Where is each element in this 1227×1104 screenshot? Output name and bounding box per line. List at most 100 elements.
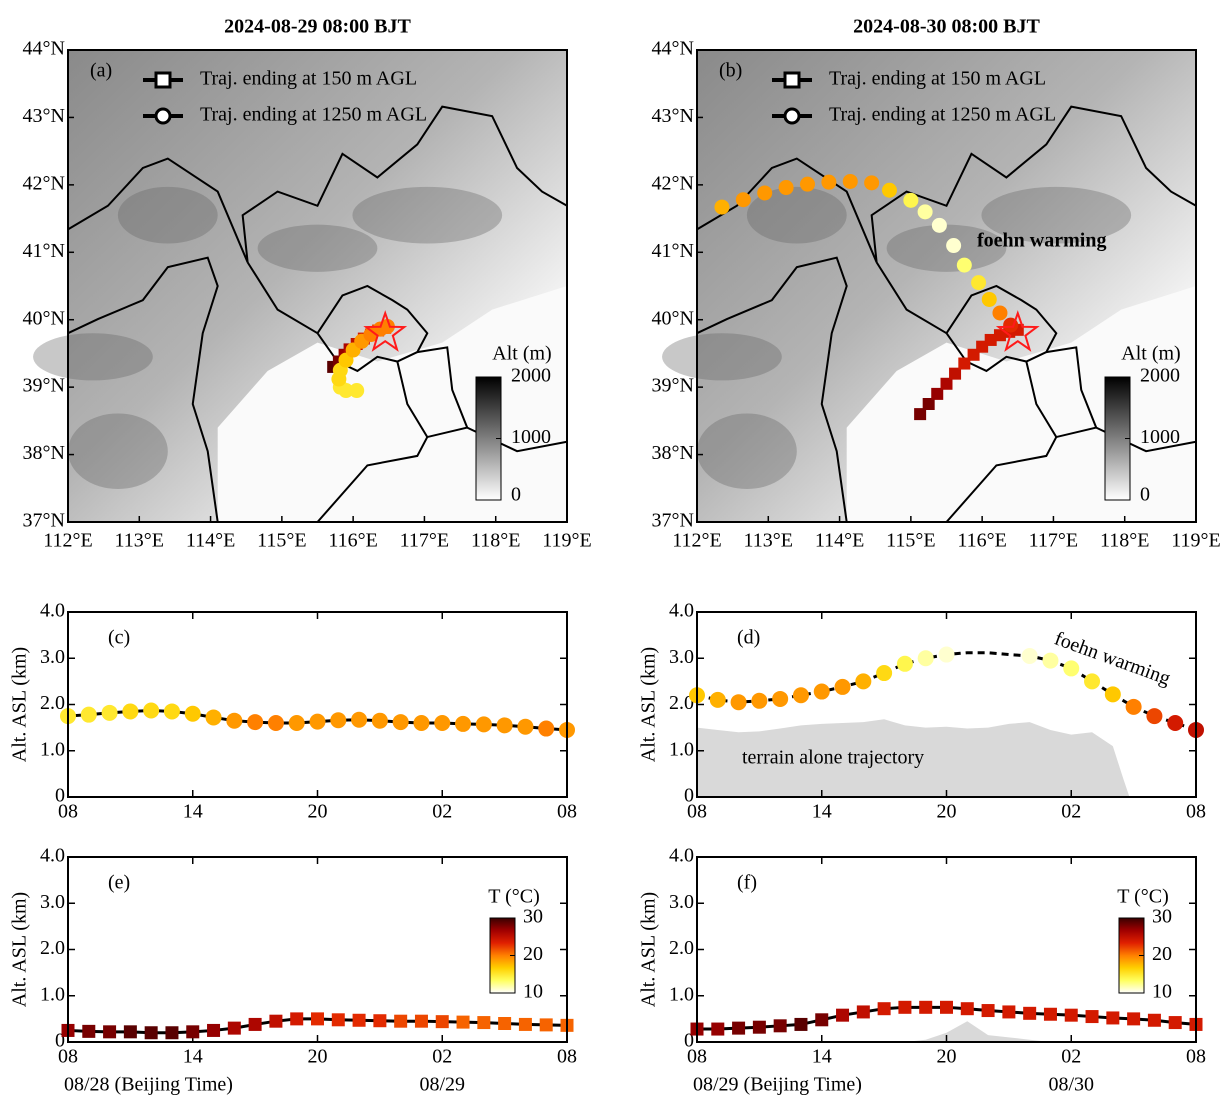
x-tick-label: 112°E xyxy=(43,530,92,552)
x-tick-label: 116°E xyxy=(328,530,377,552)
series-point xyxy=(373,1014,386,1027)
colorbar-title: T (°C) xyxy=(1117,886,1169,908)
trajectory-point xyxy=(714,200,729,215)
series-point xyxy=(794,1018,807,1031)
series-point xyxy=(876,665,892,681)
series-point xyxy=(1042,653,1058,669)
series-point xyxy=(897,656,913,672)
series-point xyxy=(939,647,955,663)
x-tick-label: 119°E xyxy=(1171,530,1220,552)
colorbar-tick-label: 1000 xyxy=(1140,426,1180,448)
y-axis-label: Alt. ASL (km) xyxy=(638,647,660,762)
annotation: foehn warming xyxy=(1052,628,1174,690)
series-point xyxy=(81,707,97,723)
y-tick-label: 38°N xyxy=(652,442,694,464)
series-point xyxy=(311,1012,324,1025)
map-title: 2024-08-30 08:00 BJT xyxy=(853,16,1040,38)
y-tick-label: 42°N xyxy=(23,172,65,194)
y-tick-label: 40°N xyxy=(652,307,694,329)
panel-label: (e) xyxy=(108,872,130,894)
y-tick-label: 41°N xyxy=(23,240,65,262)
series-point xyxy=(498,1017,511,1030)
trajectory-point xyxy=(882,183,897,198)
series-point xyxy=(102,705,118,721)
map-title: 2024-08-29 08:00 BJT xyxy=(224,16,411,38)
y-tick-label: 2.0 xyxy=(40,937,65,959)
series-point xyxy=(711,1023,724,1036)
series-point xyxy=(82,1025,95,1038)
x-tick-label: 115°E xyxy=(886,530,935,552)
series-point xyxy=(164,703,180,719)
x-tick-label: 08 xyxy=(557,801,577,823)
y-tick-label: 41°N xyxy=(652,240,694,262)
colorbar-tick-label: 30 xyxy=(1152,906,1172,928)
series-point xyxy=(332,1013,345,1026)
series-point xyxy=(185,706,201,722)
x-tick-label: 118°E xyxy=(471,530,520,552)
legend-label: Traj. ending at 150 m AGL xyxy=(829,68,1046,90)
series-point xyxy=(793,687,809,703)
mountain-shade xyxy=(697,413,797,489)
y-tick-label: 0 xyxy=(55,785,65,807)
trajectory-point xyxy=(992,305,1007,320)
legend-marker xyxy=(785,73,799,87)
x-tick-label: 117°E xyxy=(400,530,449,552)
series-point xyxy=(1127,1012,1140,1025)
series-point xyxy=(772,691,788,707)
series-point xyxy=(732,1022,745,1035)
series-point xyxy=(207,1024,220,1037)
mountain-shade xyxy=(352,187,502,244)
legend-marker xyxy=(785,109,799,123)
trajectory-point xyxy=(903,193,918,208)
series-point xyxy=(165,1026,178,1039)
x-tick-label: 114°E xyxy=(815,530,864,552)
series-point xyxy=(1126,699,1142,715)
y-tick-label: 37°N xyxy=(652,510,694,532)
panel-label: (d) xyxy=(737,627,760,649)
x-tick-label: 119°E xyxy=(542,530,591,552)
colorbar-title: T (°C) xyxy=(488,886,540,908)
trajectory-point xyxy=(946,238,961,253)
trajectory-point xyxy=(843,174,858,189)
series-point xyxy=(226,713,242,729)
series-point xyxy=(1106,1011,1119,1024)
annotation: foehn warming xyxy=(977,230,1106,252)
x-tick-label: 14 xyxy=(183,1046,203,1068)
series-point xyxy=(228,1022,241,1035)
series-point xyxy=(457,1016,470,1029)
panel-label: (b) xyxy=(719,60,742,82)
y-tick-label: 37°N xyxy=(23,510,65,532)
trajectory-point xyxy=(918,204,933,219)
y-tick-label: 43°N xyxy=(652,105,694,127)
y-tick-label: 4.0 xyxy=(669,845,694,867)
trajectory-point xyxy=(957,258,972,273)
series-point xyxy=(413,715,429,731)
series-point xyxy=(351,712,367,728)
x-tick-label: 14 xyxy=(812,1046,832,1068)
series-point xyxy=(393,714,409,730)
colorbar-tick-label: 30 xyxy=(523,906,543,928)
x-tick-label: 113°E xyxy=(744,530,793,552)
date-label: 08/29 (Beijing Time) xyxy=(693,1074,862,1096)
trajectory-point xyxy=(864,175,879,190)
series-point xyxy=(269,1015,282,1028)
trajectory-point xyxy=(821,175,836,190)
x-tick-label: 113°E xyxy=(115,530,164,552)
trajectory-point xyxy=(757,185,772,200)
legend-label: Traj. ending at 1250 m AGL xyxy=(200,104,427,126)
series-point xyxy=(1044,1008,1057,1021)
series-point xyxy=(124,1025,137,1038)
y-tick-label: 3.0 xyxy=(40,891,65,913)
legend-label: Traj. ending at 150 m AGL xyxy=(200,68,417,90)
series-point xyxy=(1169,1016,1182,1029)
series-point xyxy=(918,650,934,666)
y-tick-label: 44°N xyxy=(652,38,694,60)
colorbar-tick-label: 20 xyxy=(523,943,543,965)
y-tick-label: 39°N xyxy=(23,375,65,397)
date-label: 08/29 xyxy=(419,1074,465,1096)
page: 112°E 113°E 114°E 115°E 116°E 117°E 118°E 119°E… xyxy=(0,0,1227,1104)
x-tick-label: 20 xyxy=(937,1046,957,1068)
mountain-shade xyxy=(258,225,378,272)
series-point xyxy=(415,1015,428,1028)
series-point xyxy=(290,1012,303,1025)
